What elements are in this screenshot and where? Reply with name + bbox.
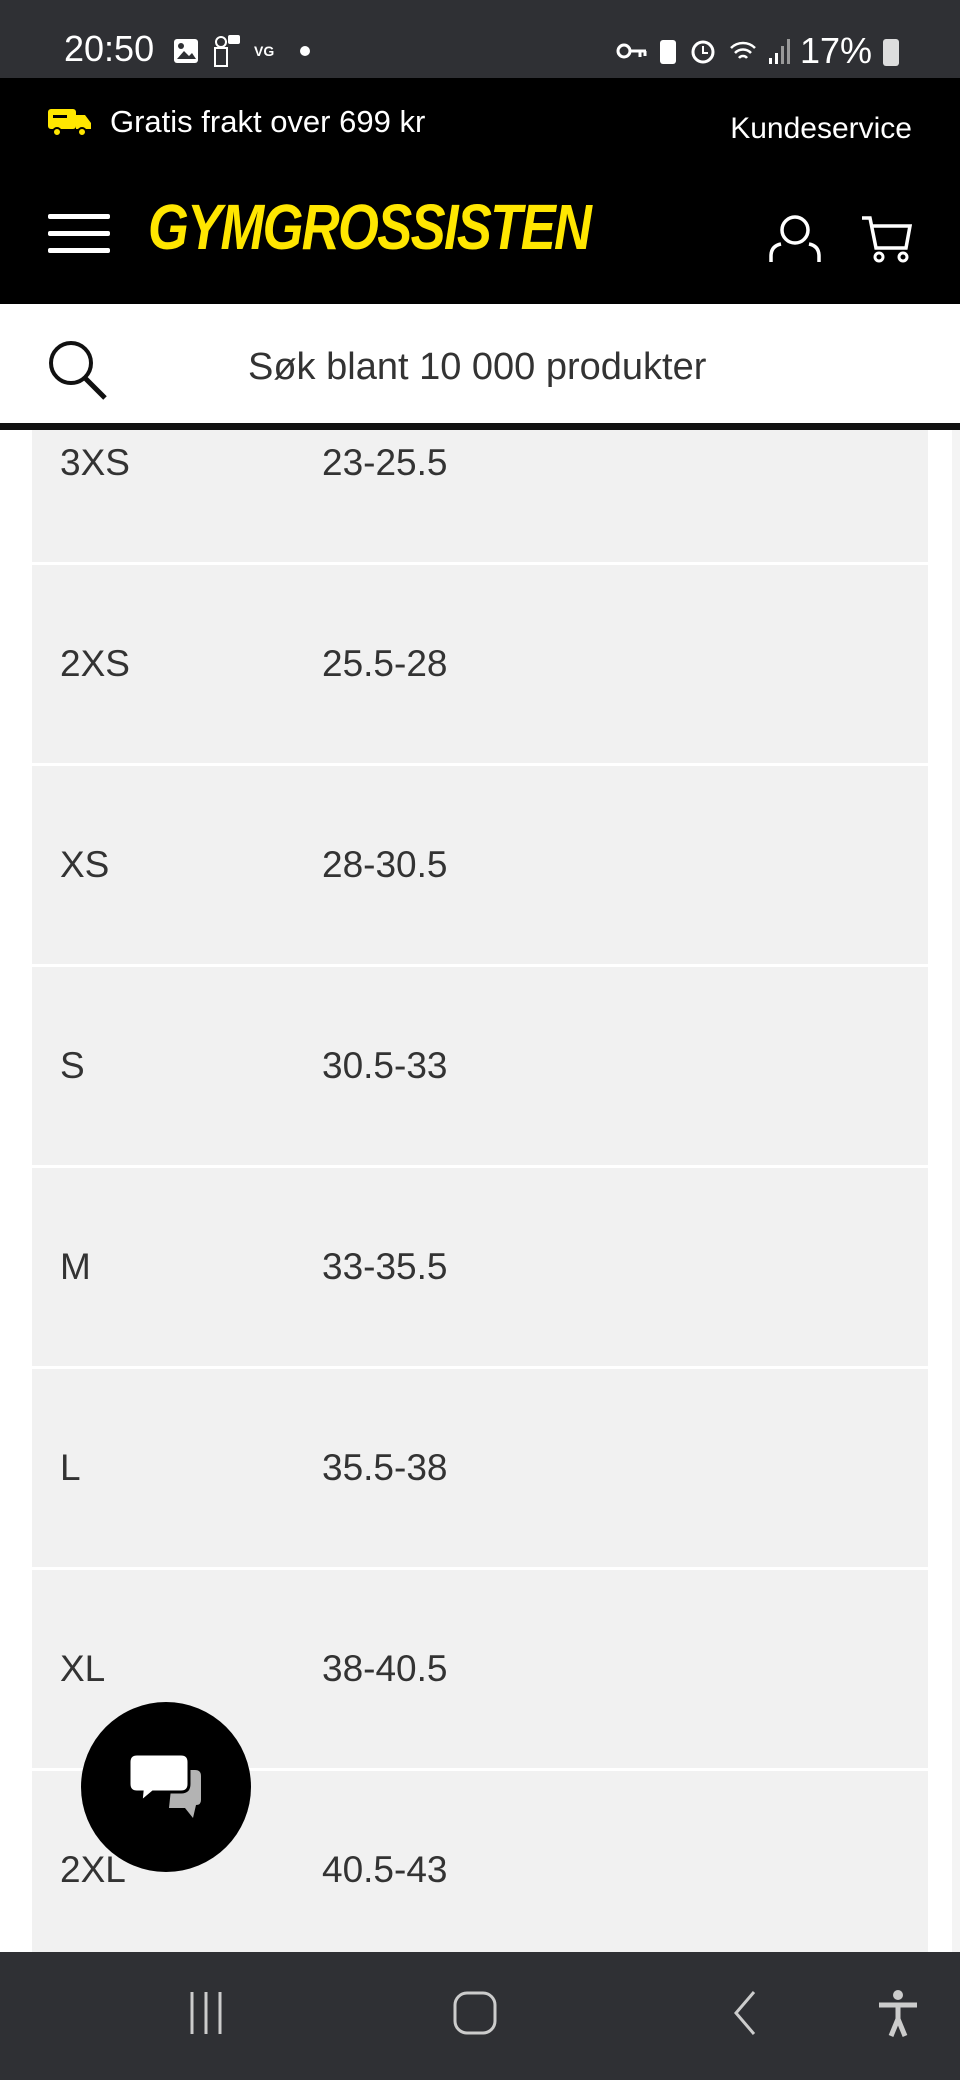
site-header: Gratis frakt over 699 kr Kundeservice GY…: [0, 78, 960, 304]
truck-icon: [48, 109, 91, 137]
cart-icon[interactable]: [860, 214, 912, 264]
size-cell: L: [60, 1447, 81, 1488]
battery-icon: [883, 39, 899, 66]
customer-service-link[interactable]: Kundeservice: [730, 112, 912, 145]
menu-button[interactable]: [48, 214, 110, 254]
vg-icon: VG: [254, 43, 275, 59]
size-cell: 2XS: [60, 643, 130, 684]
logo[interactable]: GYMGROSSISTEN: [148, 191, 592, 263]
battery-percent: 17%: [799, 30, 872, 71]
measure-cell: 30.5-33: [322, 1045, 448, 1086]
signal-icon: [768, 39, 790, 64]
back-icon[interactable]: [730, 1990, 760, 2036]
status-bar: 20:50 VG 17%: [0, 0, 960, 78]
search-icon[interactable]: [46, 338, 110, 402]
scrollbar-track[interactable]: [952, 304, 960, 1952]
size-table: 3XS 23-25.5 2XS 25.5-28 XS 28-30.5 S 30.…: [32, 364, 928, 1972]
table-row: 2XS 25.5-28: [32, 565, 928, 766]
battery-saver-icon: [659, 40, 676, 64]
measure-cell: 28-30.5: [322, 844, 448, 885]
search-bar[interactable]: Søk blant 10 000 produkter: [0, 304, 960, 430]
dot-icon: [300, 46, 311, 56]
measure-cell: 40.5-43: [322, 1849, 448, 1890]
free-shipping-banner: Gratis frakt over 699 kr: [48, 104, 425, 140]
measure-cell: 33-35.5: [322, 1246, 448, 1287]
table-row: S 30.5-33: [32, 967, 928, 1168]
measure-cell: 35.5-38: [322, 1447, 448, 1488]
shipping-text: Gratis frakt over 699 kr: [110, 104, 426, 139]
measure-cell: 38-40.5: [322, 1648, 448, 1689]
size-cell: M: [60, 1246, 91, 1287]
measure-cell: 23-25.5: [322, 442, 448, 483]
system-nav-bar: [0, 1952, 960, 2080]
key-icon: [616, 43, 647, 59]
size-cell: XS: [60, 844, 110, 885]
account-icon[interactable]: [768, 214, 822, 264]
search-input[interactable]: Søk blant 10 000 produkter: [248, 346, 707, 388]
status-time: 20:50: [64, 28, 155, 69]
measure-cell: 25.5-28: [322, 643, 448, 684]
home-icon[interactable]: [452, 1990, 498, 2036]
gallery-icon: [174, 39, 198, 63]
table-row: L 35.5-38: [32, 1369, 928, 1570]
accessibility-icon[interactable]: [876, 1990, 920, 2038]
size-cell: 2XL: [60, 1849, 126, 1890]
chat-button[interactable]: [81, 1702, 251, 1872]
size-cell: 3XS: [60, 442, 130, 483]
notification-icon: [214, 35, 240, 67]
alarm-icon: [691, 40, 715, 64]
recent-apps-icon[interactable]: [184, 1990, 228, 2036]
table-row: XS 28-30.5: [32, 766, 928, 967]
size-cell: S: [60, 1045, 85, 1086]
size-cell: XL: [60, 1648, 106, 1689]
chat-bubbles-icon: [127, 1752, 201, 1818]
table-row: M 33-35.5: [32, 1168, 928, 1369]
wifi-icon: [730, 41, 756, 59]
